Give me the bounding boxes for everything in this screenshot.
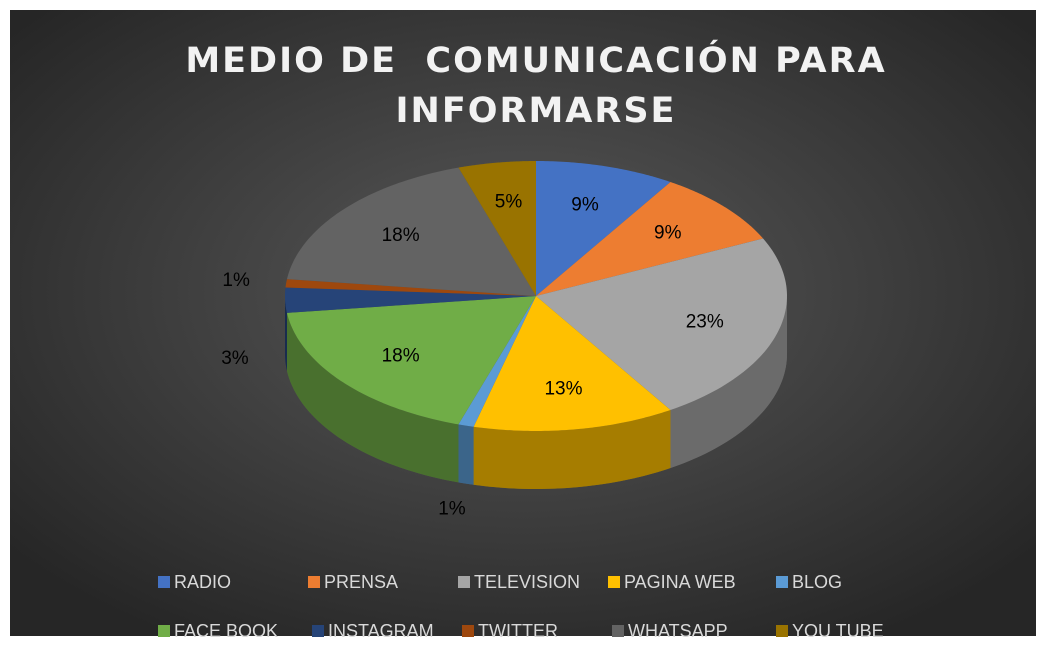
legend-swatch bbox=[608, 576, 620, 588]
slice bbox=[286, 167, 536, 296]
slice bbox=[286, 296, 536, 425]
legend-label: WHATSAPP bbox=[628, 621, 728, 641]
slice-side-shade bbox=[285, 296, 287, 371]
data-label: 3% bbox=[221, 348, 249, 369]
legend-swatch bbox=[458, 576, 470, 588]
slice bbox=[285, 279, 536, 296]
slice-side bbox=[670, 296, 787, 468]
slice-side-shade bbox=[458, 424, 474, 485]
data-label: 13% bbox=[544, 378, 582, 399]
slice bbox=[536, 238, 787, 410]
data-label: 9% bbox=[654, 223, 682, 244]
data-label: 1% bbox=[438, 499, 466, 520]
data-label: 18% bbox=[382, 225, 420, 246]
legend-swatch bbox=[312, 625, 324, 637]
data-label: 18% bbox=[382, 345, 420, 366]
chart-title: MEDIO DE COMUNICACIÓN PARA INFORMARSE bbox=[185, 41, 901, 131]
slice-side-shade bbox=[670, 296, 787, 468]
legend-swatch bbox=[308, 576, 320, 588]
slice-side bbox=[473, 409, 671, 489]
legend-label: FACE BOOK bbox=[174, 621, 278, 641]
slice bbox=[458, 161, 536, 296]
data-label: 23% bbox=[686, 311, 724, 332]
slice bbox=[536, 161, 671, 296]
slice-side bbox=[458, 424, 474, 485]
legend-label: PAGINA WEB bbox=[624, 572, 736, 592]
slice bbox=[285, 287, 536, 313]
legend-swatch bbox=[158, 625, 170, 637]
legend-label: YOU TUBE bbox=[792, 621, 884, 641]
data-label: 1% bbox=[222, 270, 250, 291]
legend-swatch bbox=[776, 576, 788, 588]
data-label: 9% bbox=[571, 194, 599, 215]
legend-swatch bbox=[462, 625, 474, 637]
legend-label: RADIO bbox=[174, 572, 231, 592]
legend-swatch bbox=[776, 625, 788, 637]
legend-label: TWITTER bbox=[478, 621, 558, 641]
legend-swatch bbox=[158, 576, 170, 588]
slice-side bbox=[286, 312, 459, 483]
legend-label: BLOG bbox=[792, 572, 842, 592]
data-label: 5% bbox=[495, 192, 523, 213]
slice-side-shade bbox=[473, 409, 671, 489]
slice bbox=[473, 296, 671, 431]
slice-side-shade bbox=[286, 312, 459, 483]
legend-swatch bbox=[612, 625, 624, 637]
slice bbox=[458, 296, 536, 427]
legend-label: PRENSA bbox=[324, 572, 398, 592]
slice bbox=[536, 182, 764, 296]
legend-label: TELEVISION bbox=[474, 572, 580, 592]
slice-side bbox=[285, 296, 287, 371]
legend-label: INSTAGRAM bbox=[328, 621, 434, 641]
